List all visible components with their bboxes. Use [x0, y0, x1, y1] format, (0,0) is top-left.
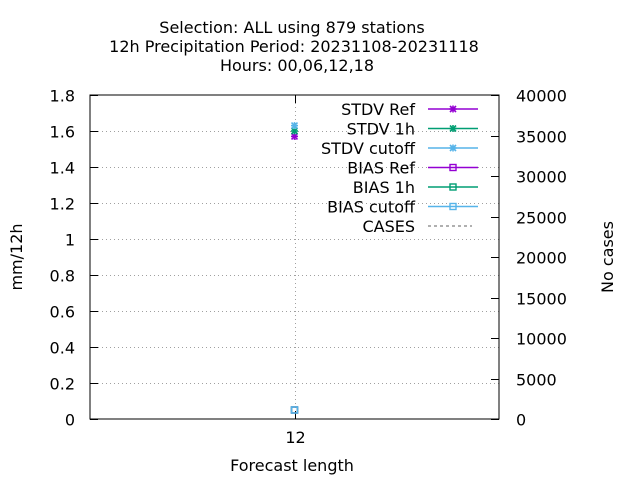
y-tick-label: 1.2 [50, 195, 75, 214]
y2-tick-label: 20000 [516, 249, 567, 268]
legend-label-stdv-cutoff: STDV cutoff [321, 139, 416, 158]
y2-tick-label: 35000 [516, 128, 567, 147]
legend-label-stdv-1h: STDV 1h [347, 120, 415, 139]
y-tick-label: 1.8 [50, 87, 75, 106]
y2-axis: 0 5000 10000 15000 20000 25000 30000 35000 40000 [491, 87, 567, 430]
y2-tick-label: 40000 [516, 87, 567, 106]
y2-axis-label: No cases [598, 221, 617, 293]
title-line-3: Hours: 00,06,12,18 [220, 56, 374, 75]
y-axis-label: mm/12h [7, 223, 26, 290]
y2-tick-label: 25000 [516, 209, 567, 228]
legend-marker-bias-cutoff [449, 202, 457, 211]
point-stdv-cutoff [290, 122, 299, 130]
legend-label-bias-1h: BIAS 1h [353, 178, 415, 197]
y2-tick-label: 5000 [516, 371, 557, 390]
y-tick-label: 0.4 [50, 339, 75, 358]
legend-label-cases: CASES [362, 217, 415, 236]
y-tick-label: 0 [65, 411, 75, 430]
y-tick-label: 1 [65, 231, 75, 250]
legend-label-bias-ref: BIAS Ref [347, 159, 415, 178]
x-axis-label: Forecast length [230, 456, 354, 475]
grid [90, 95, 499, 419]
legend-marker-bias-1h [449, 183, 457, 191]
y-tick-label: 1.6 [50, 123, 75, 142]
y-tick-label: 0.6 [50, 303, 75, 322]
legend-marker-stdv-ref [449, 105, 457, 113]
legend-marker-stdv-1h [449, 124, 457, 133]
y2-tick-label: 30000 [516, 168, 567, 187]
title-line-1: Selection: ALL using 879 stations [159, 18, 424, 37]
y-tick-label: 0.2 [50, 375, 75, 394]
point-bias-1h [290, 406, 299, 414]
legend-marker-stdv-cutoff [449, 144, 457, 152]
point-stdv-ref [290, 132, 299, 140]
point-bias-ref [290, 406, 299, 414]
plot-frame [89, 94, 500, 420]
x-tick-label: 12 [285, 428, 305, 447]
legend-label-stdv-ref: STDV Ref [341, 100, 415, 119]
y-tick-label: 1.4 [50, 159, 75, 178]
point-bias-cutoff [290, 406, 299, 414]
y2-tick-label: 15000 [516, 290, 567, 309]
y2-tick-label: 0 [516, 411, 526, 430]
y-tick-label: 0.8 [50, 267, 75, 286]
data-marks [290, 122, 299, 414]
y2-tick-label: 10000 [516, 330, 567, 349]
legend-marker-bias-ref [449, 163, 457, 172]
chart-title: Selection: ALL using 879 stations 12h Pr… [109, 18, 479, 75]
y-axis: 0 0.2 0.4 0.6 0.8 1 1.2 1.4 1.6 1.8 [50, 87, 98, 430]
legend-label-bias-cutoff: BIAS cutoff [327, 198, 416, 217]
title-line-2: 12h Precipitation Period: 20231108-20231… [109, 37, 479, 56]
